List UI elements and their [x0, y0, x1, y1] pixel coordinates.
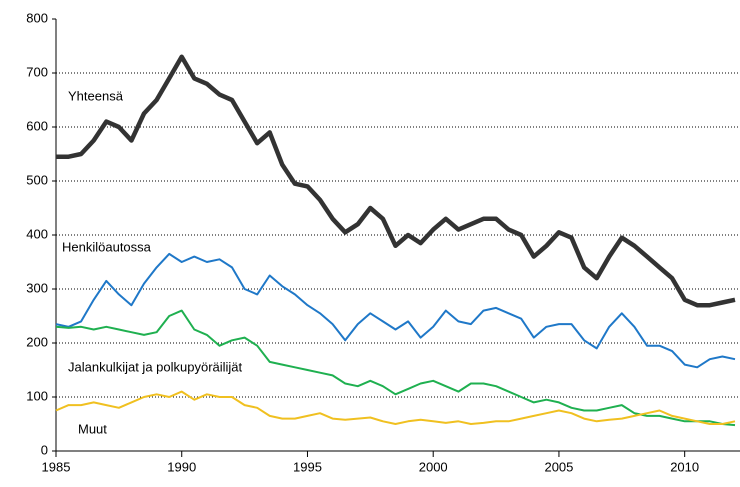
series-label: Yhteensä — [68, 88, 124, 103]
x-tick-label: 2010 — [670, 459, 699, 474]
x-tick-label: 2000 — [419, 459, 448, 474]
y-tick-label: 100 — [26, 388, 48, 403]
y-tick-label: 700 — [26, 64, 48, 79]
y-tick-label: 200 — [26, 334, 48, 349]
x-tick-label: 1990 — [167, 459, 196, 474]
series-label: Muut — [78, 421, 107, 436]
x-tick-label: 1995 — [293, 459, 322, 474]
y-tick-label: 300 — [26, 280, 48, 295]
series-label: Henkilöautossa — [62, 239, 152, 254]
series-line — [56, 54, 736, 308]
series-label: Jalankulkijat ja polkupyöräilijät — [68, 359, 243, 374]
y-tick-label: 800 — [26, 10, 48, 25]
series-line — [55, 390, 736, 425]
series-line — [55, 309, 736, 427]
y-tick-label: 400 — [26, 226, 48, 241]
y-tick-label: 500 — [26, 172, 48, 187]
y-tick-label: 600 — [26, 118, 48, 133]
y-tick-label: 0 — [41, 442, 48, 457]
x-tick-label: 1985 — [42, 459, 71, 474]
series-line — [55, 252, 736, 369]
x-tick-label: 2005 — [544, 459, 573, 474]
